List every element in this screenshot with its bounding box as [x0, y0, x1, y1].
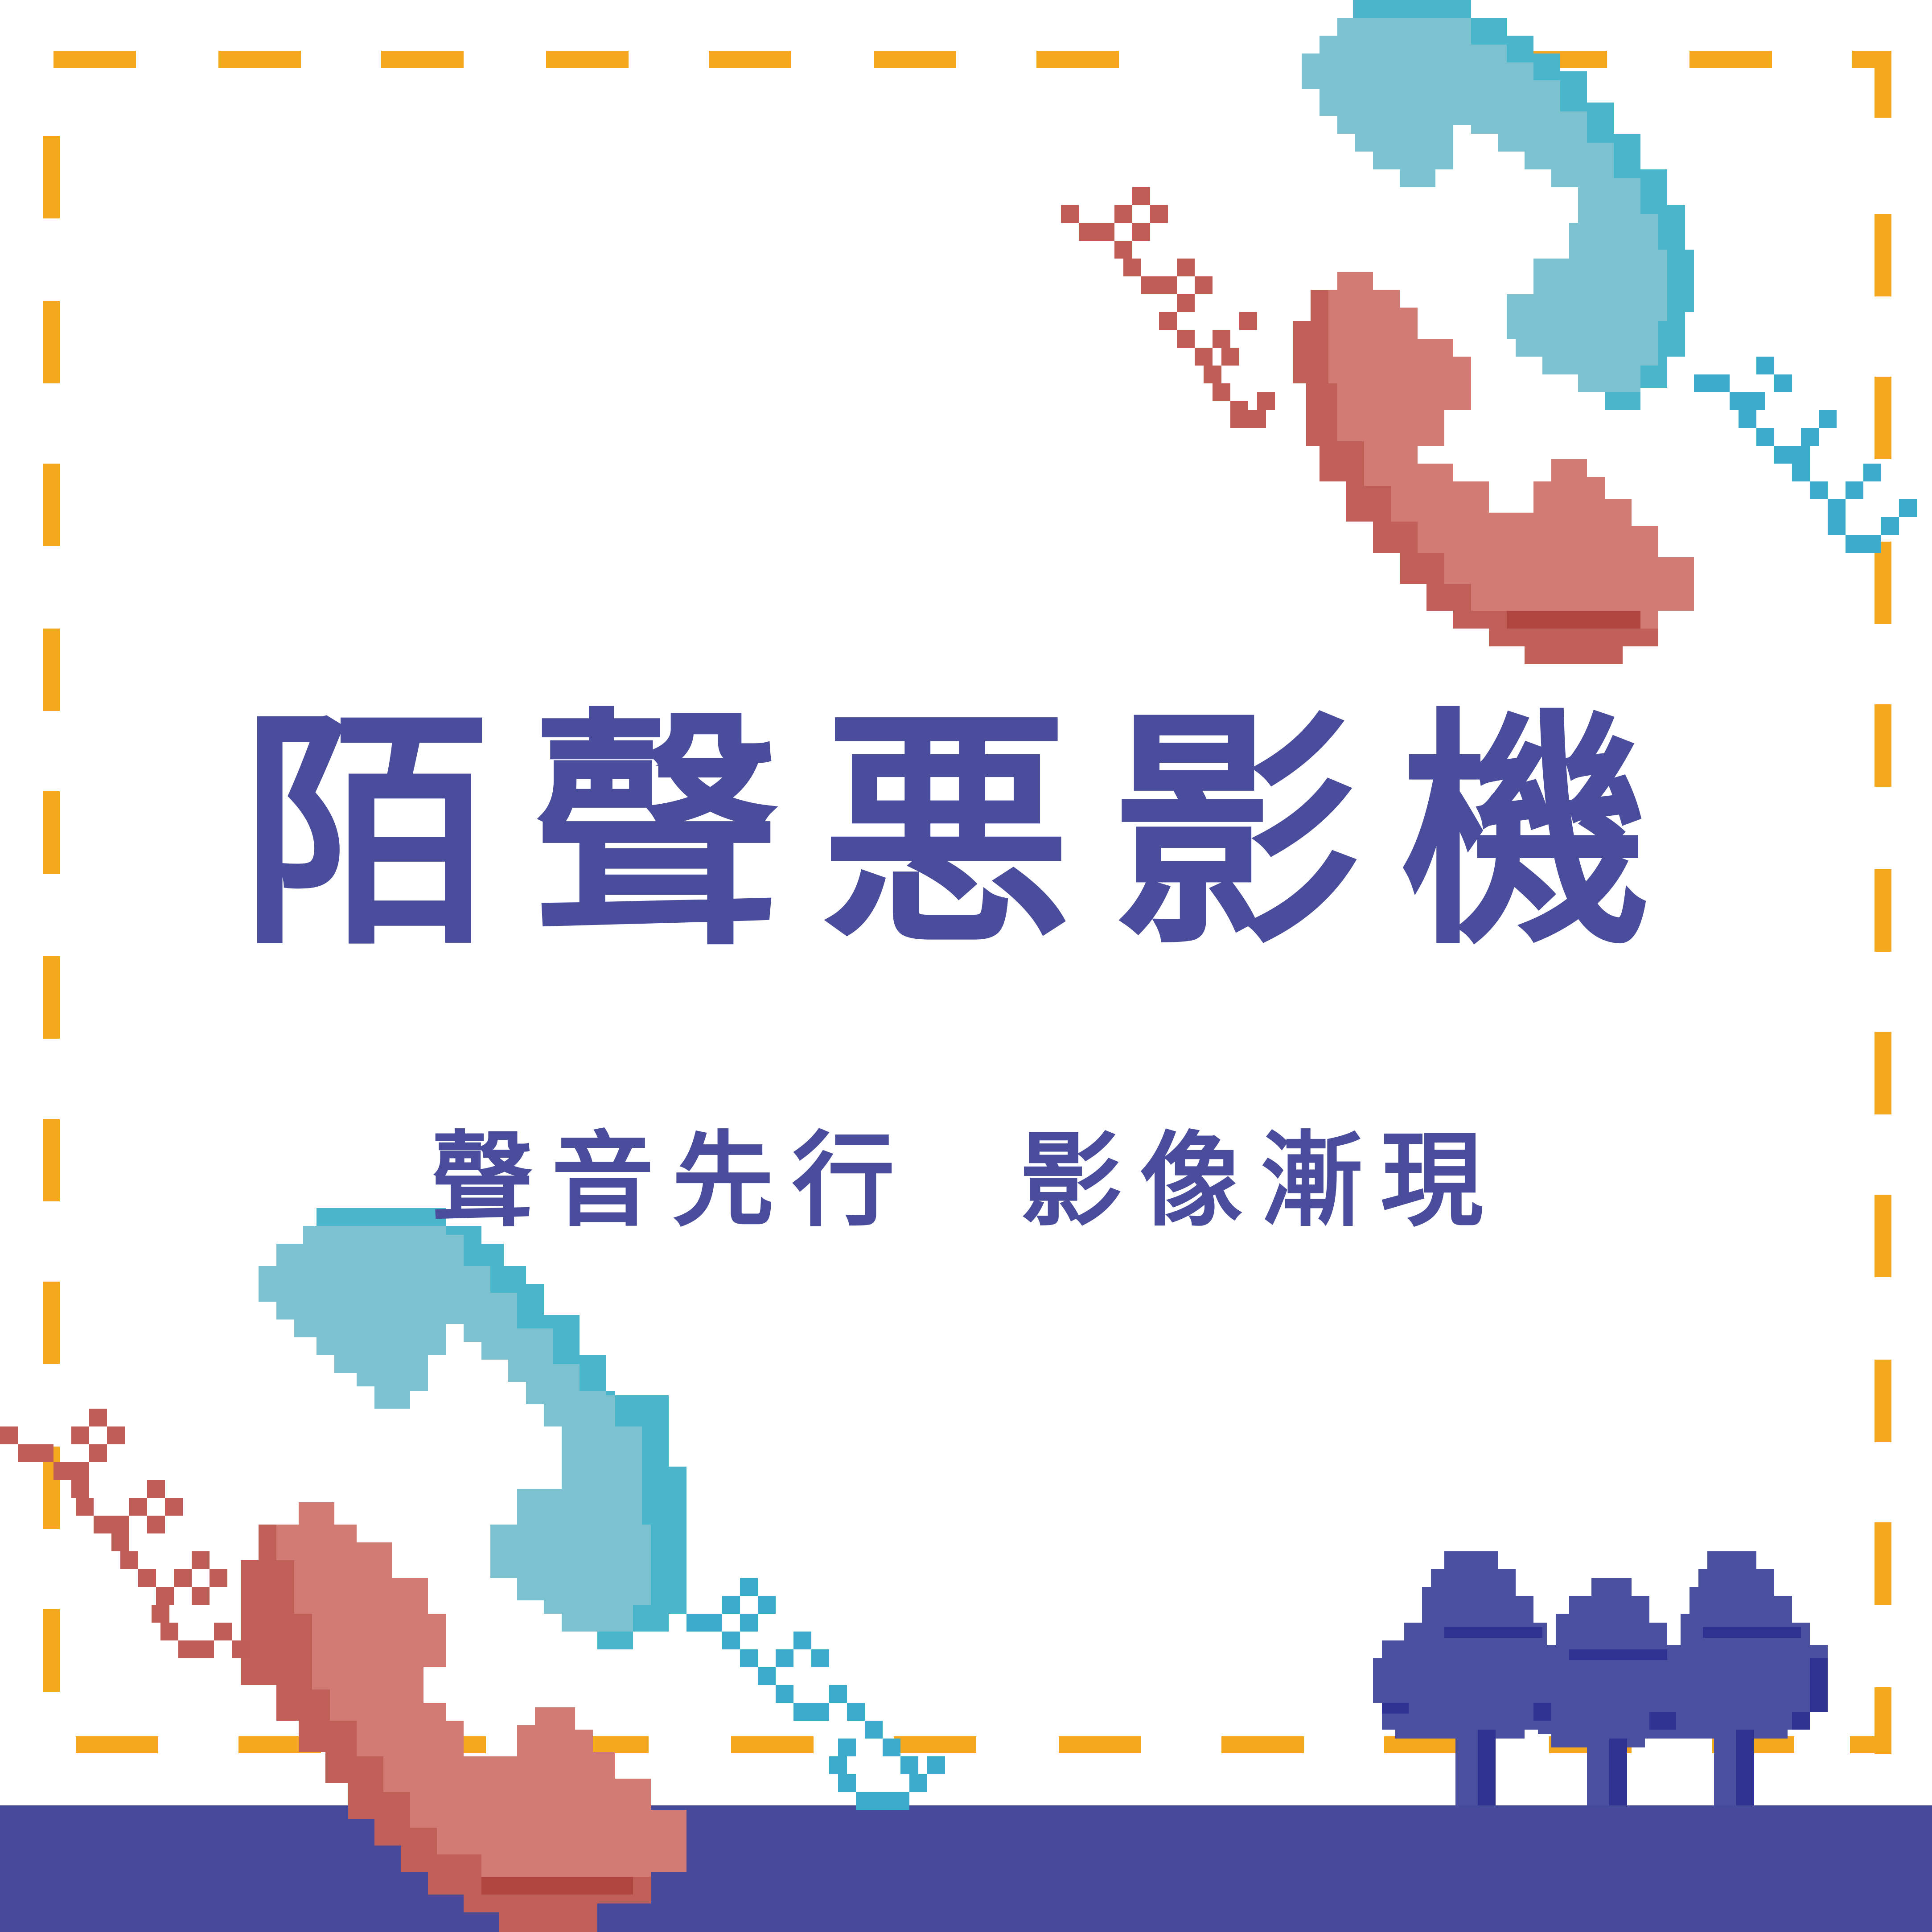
telephone-handset-icon — [0, 1208, 945, 1932]
border-dash — [1874, 542, 1891, 624]
border-dash — [43, 956, 60, 1039]
border-dash — [43, 464, 60, 546]
border-dash — [43, 629, 60, 711]
handset-blue-shade — [1353, 0, 1694, 410]
tree-trunk-shade — [1478, 1730, 1496, 1805]
tree-crown — [1529, 1578, 1681, 1747]
border-dash — [43, 1282, 60, 1364]
border-dash — [1221, 1736, 1304, 1753]
border-dash — [43, 301, 60, 383]
border-dash — [1874, 1032, 1891, 1114]
tree-trunk-shade — [1609, 1739, 1627, 1805]
signal-beads-red — [0, 1409, 250, 1658]
poster-subtitle: 聲音先行 影像漸現 — [431, 1122, 1501, 1241]
border-dash — [1874, 1195, 1891, 1277]
signal-beads-red — [1061, 187, 1275, 428]
border-dash — [731, 1736, 814, 1753]
handset-red-body — [259, 1502, 686, 1932]
border-dash — [894, 1736, 976, 1753]
border-dash — [1689, 51, 1772, 68]
handset-red-deep — [1507, 611, 1640, 629]
border-dash — [709, 51, 791, 68]
signal-beads-blue — [686, 1578, 945, 1810]
tree-trunk — [1714, 1730, 1736, 1805]
border-corner — [1874, 51, 1891, 118]
ground-strip — [0, 1805, 1932, 1932]
tree-trunk — [1455, 1730, 1478, 1805]
border-dash — [1874, 1360, 1891, 1442]
border-dash — [546, 51, 629, 68]
border-dash — [1874, 704, 1891, 787]
border-dash — [43, 1609, 60, 1692]
border-dash — [1874, 1522, 1891, 1605]
border-dash — [53, 51, 136, 68]
tree-crown — [1658, 1551, 1828, 1739]
border-dash — [1874, 214, 1891, 296]
border-dash — [218, 51, 301, 68]
handset-red-body — [1293, 272, 1694, 664]
border-dash — [874, 51, 956, 68]
telephone-handset-icon — [1061, 0, 1917, 664]
border-dash — [43, 136, 60, 218]
border-dash — [76, 1736, 158, 1753]
border-dash — [1874, 377, 1891, 459]
handset-blue-shade — [317, 1208, 686, 1649]
tree-outline — [1382, 1627, 1828, 1730]
tree-crown — [1373, 1551, 1565, 1739]
border-corner — [1850, 1736, 1891, 1753]
border-dash — [1384, 1736, 1467, 1753]
border-dash — [43, 1119, 60, 1201]
border-dash — [1059, 1736, 1141, 1753]
border-dash — [43, 791, 60, 874]
tree-trunk-shade — [1736, 1730, 1754, 1805]
border-dash — [381, 51, 464, 68]
signal-beads-blue — [1694, 357, 1917, 553]
border-dash — [1036, 51, 1119, 68]
tree-trunk — [1587, 1739, 1609, 1805]
handset-red-deep — [481, 1877, 633, 1895]
pixel-tree-icon — [1373, 1551, 1828, 1805]
poster-title: 陌聲悪影機 — [242, 688, 1690, 979]
border-dash — [1874, 869, 1891, 952]
